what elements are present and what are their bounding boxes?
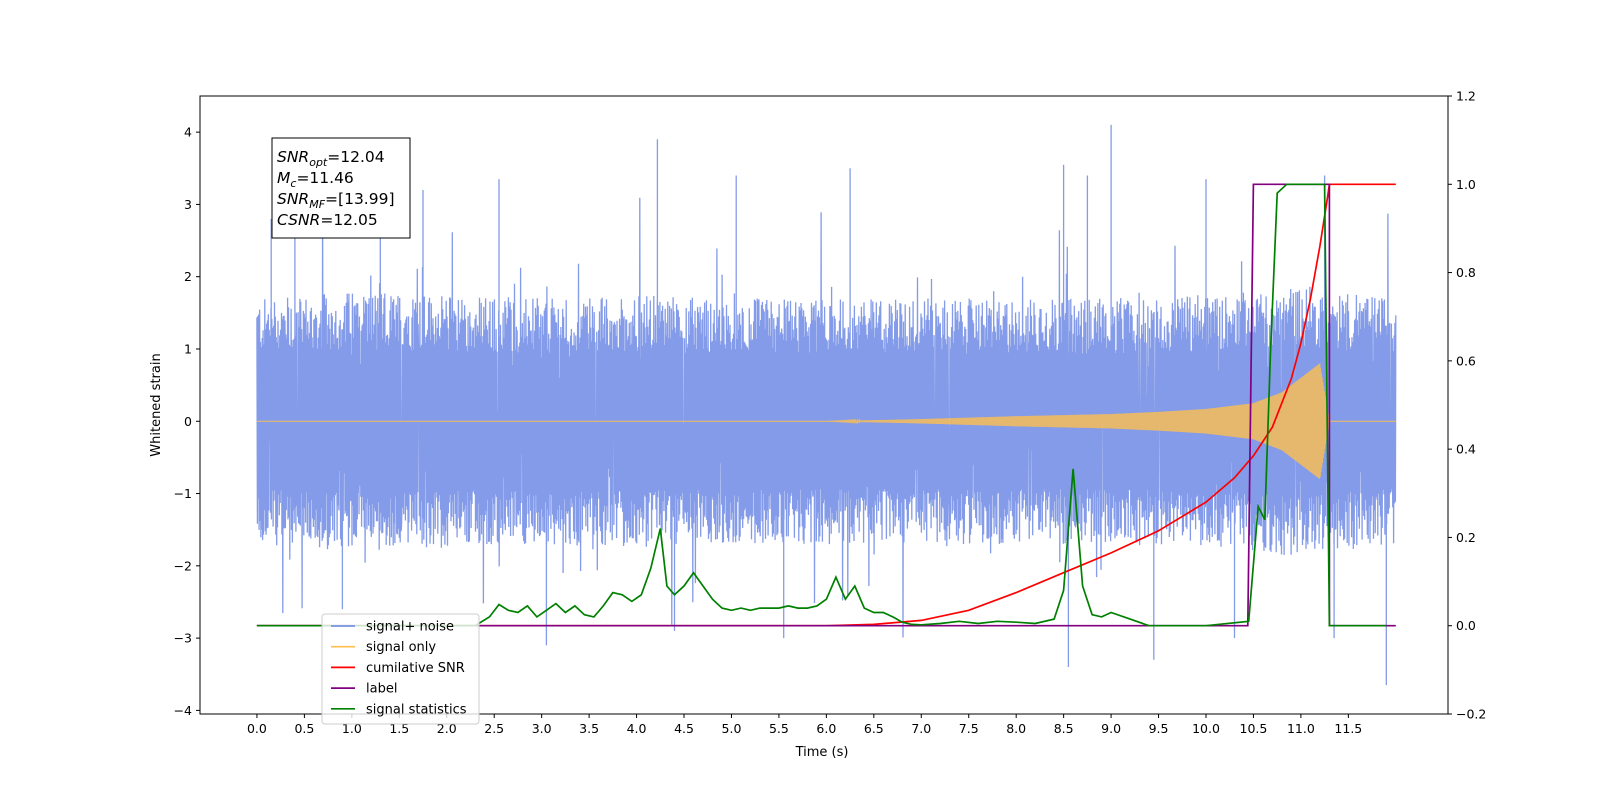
x-tick-label: 8.5 <box>1054 721 1074 736</box>
legend-entry-label: label <box>366 682 397 697</box>
x-tick-label: 10.0 <box>1192 721 1220 736</box>
y-left-tick-label: −4 <box>174 703 192 718</box>
y-axis-left-label: Whitened strain <box>149 353 164 456</box>
y-left-tick-label: −3 <box>174 631 192 646</box>
legend: signal+ noise signal only cumilative SNR la… <box>321 613 480 725</box>
series-cumulative-snr <box>256 183 1396 627</box>
x-tick-label: 2.0 <box>437 721 457 736</box>
x-tick-label: 3.0 <box>532 721 552 736</box>
annotation-line: SNRopt=12.04 <box>277 148 385 169</box>
annotation-line: SNRMF=[13.99] <box>277 190 395 211</box>
series-signal-statistics <box>256 183 1387 627</box>
x-axis-ticks: 0.0 0.5 1.0 1.5 2.0 2.5 3.0 3.5 4.0 4.5 5.0 5.5 6.0 6… <box>247 714 1362 736</box>
x-tick-label: 1.5 <box>389 721 409 736</box>
y-right-tick-label: 0.6 <box>1456 353 1476 368</box>
series-signal-plus-noise <box>256 124 1397 686</box>
y-right-tick-label: −0.2 <box>1456 707 1486 722</box>
y-left-tick-label: 0 <box>184 414 192 429</box>
x-tick-label: 0.0 <box>247 721 267 736</box>
x-tick-label: 5.5 <box>769 721 789 736</box>
y-left-tick-label: −2 <box>174 558 192 573</box>
stats-annotation-box: SNRopt=12.04Mc=11.46SNRMF=[13.99]CSNR=12… <box>271 137 411 239</box>
legend-entry-label: cumilative SNR <box>366 661 465 676</box>
y-right-tick-label: 0.2 <box>1456 530 1476 545</box>
y-axis-left-ticks: −4 −3 −2 −1 0 1 2 3 4 <box>174 125 200 718</box>
y-axis-right-ticks: −0.2 0.0 0.2 0.4 0.6 0.8 1.0 1.2 <box>1448 89 1486 722</box>
y-left-tick-label: 2 <box>184 269 192 284</box>
y-right-tick-label: 1.2 <box>1456 89 1476 104</box>
axes-frame <box>199 95 1449 715</box>
plot-area <box>256 124 1397 686</box>
x-tick-label: 2.5 <box>484 721 504 736</box>
legend-entry-label: signal statistics <box>366 702 467 717</box>
x-tick-label: 0.5 <box>294 721 314 736</box>
x-tick-label: 1.0 <box>342 721 362 736</box>
x-tick-label: 3.5 <box>579 721 599 736</box>
x-tick-label: 9.0 <box>1101 721 1121 736</box>
series-signal-only <box>256 363 1396 479</box>
y-right-tick-label: 0.4 <box>1456 442 1476 457</box>
x-tick-label: 4.0 <box>627 721 647 736</box>
y-left-tick-label: 1 <box>184 341 192 356</box>
y-right-tick-label: 0.0 <box>1456 618 1476 633</box>
y-left-tick-label: 4 <box>184 125 192 140</box>
x-axis-label: Time (s) <box>795 745 849 760</box>
x-tick-label: 5.0 <box>722 721 742 736</box>
x-tick-label: 10.5 <box>1240 721 1268 736</box>
annotation-frame <box>271 137 411 239</box>
legend-entry-label: signal only <box>366 640 436 655</box>
x-tick-label: 4.5 <box>674 721 694 736</box>
x-tick-label: 7.0 <box>911 721 931 736</box>
x-tick-label: 7.5 <box>959 721 979 736</box>
y-right-tick-label: 1.0 <box>1456 177 1476 192</box>
y-right-tick-label: 0.8 <box>1456 265 1476 280</box>
x-tick-label: 6.5 <box>864 721 884 736</box>
x-tick-label: 6.0 <box>816 721 836 736</box>
y-left-tick-label: 3 <box>184 197 192 212</box>
annotation-line: Mc=11.46 <box>277 169 354 190</box>
y-left-tick-label: −1 <box>174 486 192 501</box>
x-tick-label: 8.0 <box>1006 721 1026 736</box>
x-tick-label: 11.0 <box>1287 721 1315 736</box>
legend-frame <box>321 613 480 725</box>
legend-entry-label: signal+ noise <box>366 620 454 635</box>
annotation-line: CSNR=12.05 <box>277 211 378 229</box>
x-tick-label: 11.5 <box>1334 721 1362 736</box>
x-tick-label: 9.5 <box>1149 721 1169 736</box>
